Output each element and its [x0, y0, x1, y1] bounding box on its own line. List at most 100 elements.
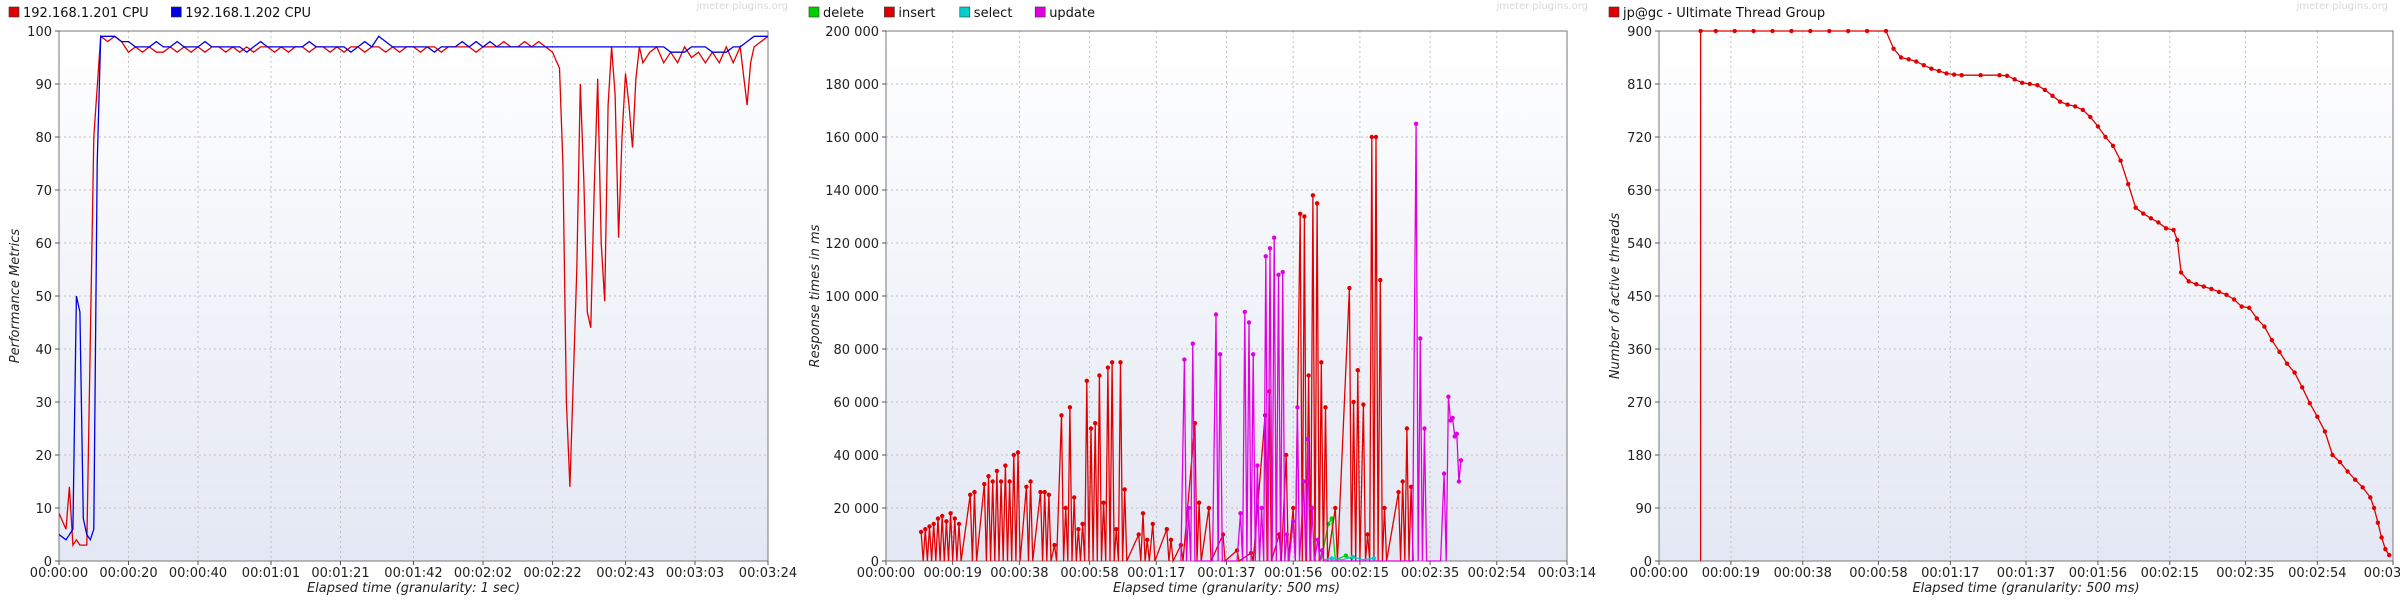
data-point	[1267, 246, 1273, 251]
x-tick-label: 00:03:24	[739, 566, 797, 581]
x-tick-label: 00:02:22	[523, 566, 581, 581]
data-point	[2118, 158, 2123, 163]
data-point	[1319, 360, 1324, 365]
data-point	[2322, 429, 2328, 434]
data-point	[2065, 102, 2070, 107]
x-tick-label: 00:03:14	[1538, 566, 1596, 581]
y-tick-label: 50	[35, 290, 52, 305]
chart-panel-2: jmeter-plugins.org 00:00:00 00:00:19 00:00:…	[808, 1, 1596, 596]
x-tick-label: 00:03:03	[666, 566, 724, 581]
x-tick-label: 00:00:00	[857, 566, 915, 581]
x-tick-label: 00:02:54	[1468, 566, 1526, 581]
data-point	[1259, 505, 1264, 511]
y-tick-label: 0	[1644, 555, 1652, 570]
y-tick-label: 540	[1627, 237, 1652, 252]
y-axis-label: Performance Metrics	[8, 229, 23, 364]
data-point	[1186, 505, 1191, 511]
x-tick-label: 00:01:56	[2069, 566, 2127, 581]
data-point	[2216, 289, 2222, 295]
data-point	[1003, 463, 1008, 468]
data-point	[1361, 402, 1366, 407]
legend-swatch	[8, 6, 20, 18]
data-point	[1422, 426, 1427, 431]
data-point	[1732, 29, 1737, 34]
data-point	[1441, 471, 1447, 476]
data-point	[1038, 489, 1043, 495]
data-point	[1333, 505, 1338, 511]
data-point	[1295, 405, 1300, 410]
data-point	[1084, 378, 1090, 383]
data-point	[2057, 99, 2063, 104]
x-tick-label: 00:02:35	[1401, 566, 1459, 581]
series-layer	[59, 35, 769, 548]
data-point	[1808, 29, 1813, 34]
data-point	[990, 479, 995, 484]
data-point	[1251, 352, 1256, 357]
series-layer	[1698, 29, 2392, 561]
data-point	[2050, 93, 2055, 99]
data-point	[1329, 516, 1335, 521]
data-point	[940, 513, 945, 519]
y-tick-label: 80	[35, 131, 52, 146]
series-line-insert	[920, 136, 1414, 563]
data-point	[1770, 29, 1775, 34]
data-point	[1319, 548, 1325, 553]
y-tick-label: 90	[1635, 502, 1652, 517]
data-point	[1446, 394, 1451, 399]
data-point	[998, 479, 1004, 484]
data-point	[1105, 365, 1111, 370]
data-point	[1789, 29, 1794, 34]
x-tick-label: 00:00:19	[924, 566, 982, 581]
data-point	[1450, 415, 1455, 421]
data-point	[1114, 527, 1119, 532]
data-point	[948, 511, 953, 516]
data-point	[2178, 270, 2184, 275]
watermark-text: jmeter-plugins.org	[2295, 1, 2388, 12]
legend-label: delete	[823, 6, 864, 21]
data-point	[2088, 114, 2093, 120]
y-tick-label: 100	[27, 25, 52, 40]
data-point	[1914, 59, 1919, 64]
y-tick-label: 900	[1627, 25, 1652, 40]
data-point	[2307, 401, 2312, 406]
data-point	[923, 527, 928, 532]
x-axis-label: Elapsed time (granularity: 500 ms)	[1113, 581, 1340, 596]
data-point	[982, 481, 987, 487]
legend-swatch	[808, 6, 820, 18]
data-point	[1097, 373, 1102, 378]
data-point	[1378, 277, 1383, 283]
x-tick-label: 00:03:14	[2364, 566, 2400, 581]
data-point	[1213, 312, 1219, 317]
data-point	[2337, 459, 2343, 465]
data-point	[2171, 227, 2176, 233]
data-point	[1280, 269, 1285, 275]
x-tick-label: 00:00:40	[169, 566, 227, 581]
data-point	[1063, 505, 1068, 511]
data-point	[2284, 361, 2290, 366]
series-line-192-168-1-201-cpu	[59, 35, 769, 548]
legend-label: 192.168.1.202 CPU	[185, 6, 311, 21]
data-point	[2194, 282, 2199, 287]
data-point	[1291, 505, 1296, 511]
data-point	[1936, 68, 1942, 74]
y-tick-label: 180	[1627, 449, 1652, 464]
watermark-text: jmeter-plugins.org	[1495, 1, 1588, 12]
data-point	[2042, 87, 2048, 93]
x-tick-label: 00:00:19	[1702, 566, 1760, 581]
data-point	[2020, 80, 2025, 86]
y-tick-label: 270	[1627, 396, 1652, 411]
data-point	[2345, 469, 2350, 474]
y-tick-label: 180 000	[825, 78, 879, 93]
data-point	[2186, 279, 2191, 284]
data-point	[1028, 479, 1033, 484]
data-point	[1272, 235, 1277, 240]
y-tick-label: 20 000	[834, 502, 880, 517]
data-point	[2126, 181, 2131, 187]
data-point	[2231, 297, 2237, 302]
y-tick-label: 0	[44, 555, 52, 570]
legend-swatch	[1608, 6, 1620, 18]
data-point	[1382, 505, 1387, 511]
data-point	[1458, 458, 1464, 463]
data-point	[2277, 349, 2282, 355]
